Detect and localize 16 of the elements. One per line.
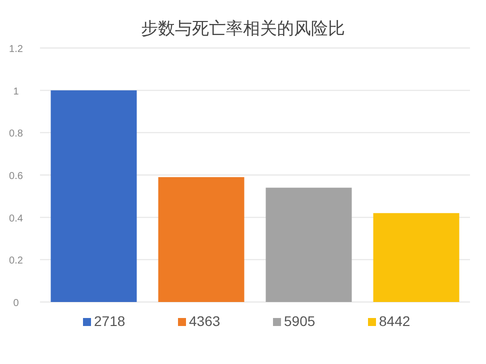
y-tick-label: 0.2	[9, 256, 24, 267]
y-tick-label: 0	[13, 298, 20, 309]
legend-label: 4363	[189, 313, 220, 329]
legend-label: 8442	[379, 313, 410, 329]
y-tick-label: 0.4	[9, 213, 24, 224]
y-tick-label: 1.2	[9, 44, 24, 55]
bar	[50, 90, 137, 302]
chart-title: 步数与死亡率相关的风险比	[141, 19, 345, 38]
y-tick-label: 1	[13, 86, 20, 98]
bar	[266, 188, 352, 302]
y-tick-label: 0.6	[9, 171, 24, 182]
bar	[158, 177, 244, 302]
legend-label: 5905	[284, 313, 316, 329]
y-tick-label: 0.8	[9, 128, 24, 140]
bar	[373, 213, 460, 302]
legend-label: 2718	[94, 313, 126, 329]
